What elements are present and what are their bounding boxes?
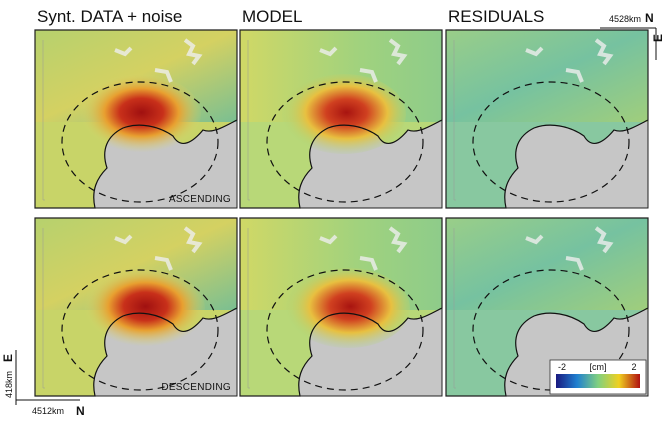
corner-axis: E [1, 354, 15, 362]
figure: ASCENDING DESCENDING 4528km N E 418km E 4… [0, 0, 664, 423]
colorbar-ramp [556, 374, 640, 388]
colorbar: -2 [cm] 2 [550, 360, 646, 394]
corner-label: 418km [4, 371, 14, 398]
colorbar-max: 2 [631, 362, 636, 372]
colorbar-unit: [cm] [590, 362, 607, 372]
deformation-patch [286, 268, 410, 348]
panels: ASCENDING DESCENDING [35, 30, 648, 396]
map-panel [240, 218, 442, 396]
row-label: DESCENDING [161, 382, 231, 393]
map-panel [446, 30, 648, 208]
corner-axis: E [651, 34, 664, 42]
corner-label: 4512km [32, 406, 64, 416]
corner-axis: N [645, 11, 654, 25]
corner-label: 4528km [609, 14, 641, 24]
column-title: Synt. DATA + noise [37, 7, 182, 26]
corner-axis: N [76, 404, 85, 418]
deformation-patch [77, 74, 201, 154]
map-land-tint [446, 218, 648, 310]
column-title: RESIDUALS [448, 7, 544, 26]
column-title: MODEL [242, 7, 302, 26]
row-label: ASCENDING [169, 194, 231, 205]
map-panel: ASCENDING [35, 30, 237, 208]
map-land-tint [446, 30, 648, 122]
deformation-patch [81, 268, 205, 348]
map-panel [240, 30, 442, 208]
colorbar-min: -2 [558, 362, 566, 372]
deformation-patch [282, 74, 406, 154]
map-panel: DESCENDING [35, 218, 237, 396]
